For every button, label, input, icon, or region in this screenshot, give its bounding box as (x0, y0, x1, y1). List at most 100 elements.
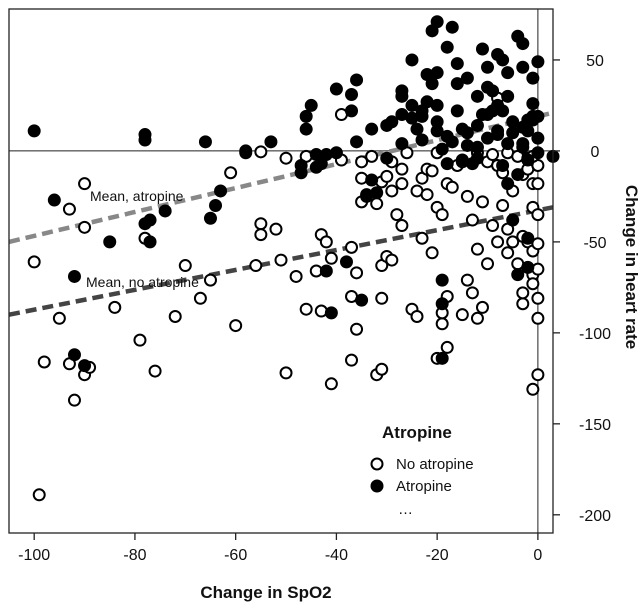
no-atropine-point (470, 311, 484, 325)
no-atropine-point (168, 309, 182, 323)
atropine-point (350, 73, 364, 87)
no-atropine-point (254, 228, 268, 242)
no-atropine-point (279, 366, 293, 380)
no-atropine-point (37, 355, 51, 369)
y-tick-label: 0 (591, 144, 600, 161)
y-tick-label: -150 (579, 417, 611, 434)
data-points (27, 15, 560, 502)
no-atropine-point (531, 291, 545, 305)
no-atropine-point (385, 184, 399, 198)
atropine-point (531, 131, 545, 145)
atropine-point (299, 109, 313, 123)
atropine-point (78, 359, 92, 373)
atropine-point (435, 273, 449, 287)
atropine-point (470, 118, 484, 132)
atropine-point (329, 146, 343, 160)
atropine-point (430, 115, 444, 129)
atropine-point (506, 126, 520, 140)
no-atropine-point (279, 151, 293, 165)
atropine-point (425, 77, 439, 91)
atropine-point (450, 104, 464, 118)
atropine-point (239, 146, 253, 160)
atropine-point (415, 104, 429, 118)
atropine-point (521, 153, 535, 167)
atropine-point (103, 235, 117, 249)
no-atropine-point (78, 220, 92, 234)
no-atropine-point (67, 393, 81, 407)
atropine-point (440, 157, 454, 171)
no-atropine-point (395, 219, 409, 233)
atropine-point (430, 98, 444, 112)
no-atropine-point (531, 208, 545, 222)
no-atropine-point (516, 297, 530, 311)
atropine-point (511, 268, 525, 282)
atropine-point (405, 98, 419, 112)
atropine-point (304, 98, 318, 112)
no-atropine-point (289, 269, 303, 283)
atropine-point (501, 177, 515, 191)
atropine-point (516, 37, 530, 51)
no-atropine-point (420, 188, 434, 202)
no-atropine-point (78, 177, 92, 191)
atropine-point (319, 264, 333, 278)
no-atropine-point (178, 259, 192, 273)
atropine-point (143, 235, 157, 249)
legend-open-marker (370, 457, 384, 471)
reference-lines (9, 9, 553, 533)
atropine-point (496, 158, 510, 172)
atropine-point (511, 168, 525, 182)
atropine-point (410, 122, 424, 136)
atropine-point (67, 269, 81, 283)
x-tick-label: -80 (123, 547, 146, 564)
no-atropine-point (370, 197, 384, 211)
no-atropine-point (496, 199, 510, 212)
no-atropine-point (531, 368, 545, 382)
atropine-point (496, 53, 510, 67)
no-atropine-point (385, 253, 399, 267)
no-atropine-point (32, 488, 46, 502)
x-axis-label: Change in SpO2 (200, 583, 331, 602)
no-atropine-point (324, 251, 338, 265)
legend: Atropine No atropine Atropine … (370, 423, 474, 518)
atropine-point (355, 293, 369, 307)
no-atropine-point (491, 235, 505, 249)
atropine-point (501, 66, 515, 80)
atropine-point (435, 142, 449, 156)
legend-label-more: … (398, 501, 413, 518)
atropine-point (435, 297, 449, 311)
atropine-point (470, 140, 484, 154)
atropine-point (501, 89, 515, 103)
no-atropine-point (415, 231, 429, 245)
no-atropine-point (481, 257, 495, 271)
no-atropine-point (435, 208, 449, 222)
no-atropine-point (435, 317, 449, 331)
legend-title: Atropine (382, 423, 452, 442)
no-atropine-point (27, 255, 41, 269)
y-axis-label: Change in heart rate (622, 185, 640, 349)
y-tick-label: -200 (579, 508, 611, 525)
no-atropine-point (224, 166, 238, 180)
atropine-point (425, 24, 439, 38)
no-atropine-point (108, 300, 122, 314)
no-atropine-point (395, 177, 409, 191)
no-atropine-point (486, 148, 500, 162)
atropine-point (496, 104, 510, 118)
no-atropine-point (254, 217, 268, 231)
atropine-point (350, 135, 364, 149)
no-atropine-point (395, 162, 409, 176)
y-tick-label: 50 (586, 53, 604, 70)
atropine-point (395, 137, 409, 151)
no-atropine-point (460, 273, 474, 287)
atropine-point (365, 122, 379, 136)
atropine-point (324, 306, 338, 320)
atropine-point (450, 77, 464, 91)
x-tick-label: -100 (18, 547, 50, 564)
mean-atropine-label: Mean, atropine (90, 188, 184, 204)
atropine-point (67, 348, 81, 362)
atropine-point (198, 135, 212, 149)
atropine-point (27, 124, 41, 138)
no-atropine-point (148, 364, 162, 378)
no-atropine-point (269, 222, 283, 236)
no-atropine-point (531, 311, 545, 325)
atropine-point (531, 146, 545, 160)
